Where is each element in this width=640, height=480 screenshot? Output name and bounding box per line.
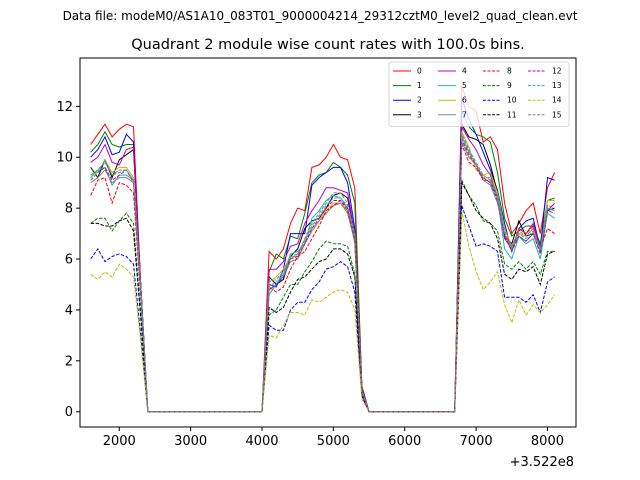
legend-label-1: 1 (417, 81, 422, 90)
x-tick-label: 5000 (317, 434, 350, 449)
legend-label-13: 13 (552, 81, 562, 90)
legend-label-10: 10 (507, 96, 517, 105)
x-tick-label: 8000 (531, 434, 564, 449)
legend-label-6: 6 (462, 96, 467, 105)
legend-label-4: 4 (462, 67, 467, 76)
legend-label-12: 12 (552, 67, 562, 76)
y-tick-label: 6 (65, 253, 73, 268)
y-tick-label: 4 (65, 303, 73, 318)
series-line-15 (90, 134, 555, 413)
y-tick-label: 12 (56, 100, 73, 115)
axes-frame (79, 57, 577, 428)
x-axis-offset-label: +3.522e8 (510, 455, 574, 470)
legend-label-14: 14 (552, 96, 562, 105)
legend-label-9: 9 (507, 81, 512, 90)
legend-label-0: 0 (417, 67, 422, 76)
series-line-9 (90, 179, 555, 413)
legend-label-7: 7 (462, 110, 467, 119)
y-tick-label: 2 (65, 354, 73, 369)
x-tick-label: 6000 (388, 434, 421, 449)
plot-lines (90, 85, 556, 413)
legend-label-15: 15 (552, 110, 562, 119)
legend-box (388, 61, 570, 127)
x-tick-label: 3000 (174, 434, 207, 449)
y-tick-label: 10 (56, 151, 73, 166)
legend-label-11: 11 (507, 110, 517, 119)
x-tick-label: 4000 (245, 434, 278, 449)
y-tick-label: 8 (65, 202, 73, 217)
figure-suptitle: Data file: modeM0/AS1A10_083T01_90000042… (63, 9, 578, 23)
chart-title: Quadrant 2 module wise count rates with … (131, 37, 525, 53)
y-axis-ticks: 0 2 4 6 8 10 12 (56, 100, 80, 420)
series-line-13 (90, 134, 555, 413)
legend-label-2: 2 (417, 96, 422, 105)
series-line-10 (90, 205, 555, 413)
y-tick-label: 0 (65, 405, 73, 420)
legend-label-3: 3 (417, 110, 422, 119)
legend-label-8: 8 (507, 67, 512, 76)
x-axis-ticks: 2000 3000 4000 5000 6000 7000 8000 (103, 427, 564, 449)
x-tick-label: 7000 (460, 434, 493, 449)
legend-label-5: 5 (462, 81, 467, 90)
x-tick-label: 2000 (103, 434, 136, 449)
